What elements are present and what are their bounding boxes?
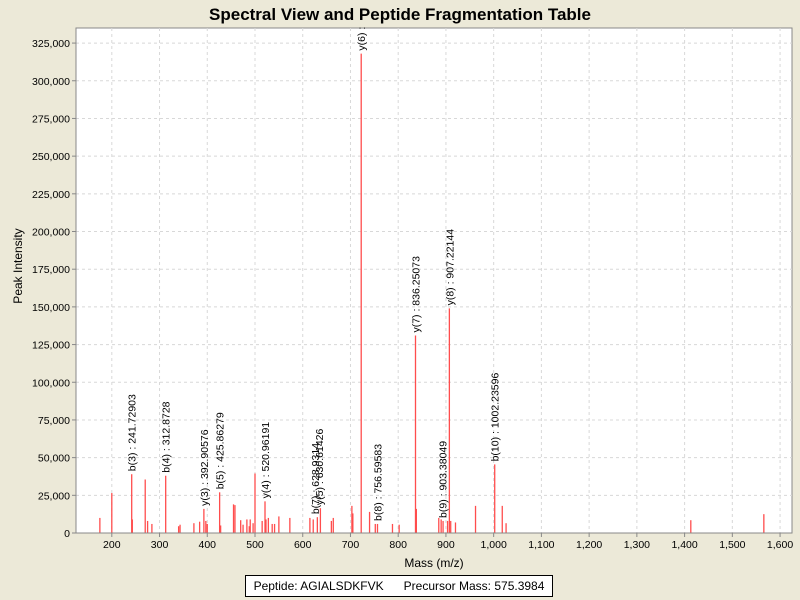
x-tick-label: 1,400	[671, 539, 697, 551]
x-tick-label: 800	[389, 539, 407, 551]
peak-annotation: y(6) :	[356, 27, 368, 51]
legend-precursor-mass: Precursor Mass: 575.3984	[403, 579, 545, 593]
y-tick-label: 225,000	[32, 189, 70, 201]
x-tick-label: 1,500	[719, 539, 745, 551]
y-tick-label: 75,000	[38, 415, 70, 427]
peak-annotation: b(9) : 903.38049	[438, 441, 450, 518]
y-tick-label: 25,000	[38, 490, 70, 502]
peak-annotation: y(5) : 630.61426	[314, 428, 326, 505]
y-tick-label: 200,000	[32, 227, 70, 239]
peak-annotation: b(8) : 756.59583	[372, 444, 384, 521]
chart-title: Spectral View and Peptide Fragmentation …	[209, 5, 591, 24]
x-tick-label: 600	[294, 539, 312, 551]
legend-box: Peptide: AGIALSDKFVK Precursor Mass: 575…	[245, 575, 553, 597]
peak-series	[99, 53, 765, 533]
x-tick-label: 500	[246, 539, 264, 551]
y-axis: 0 25,000 50,000 75,000 100,000 125,000 150,000…	[32, 28, 77, 540]
peak-annotation: b(5) : 425.86279	[215, 412, 227, 489]
y-tick-label: 125,000	[32, 340, 70, 352]
peak-annotation: y(4) : 520.96191	[260, 422, 272, 499]
x-tick-label: 700	[342, 539, 360, 551]
y-tick-label: 275,000	[32, 113, 70, 125]
y-tick-label: 0	[64, 528, 70, 540]
peak-annotation: y(8) : 907.22144	[444, 229, 456, 306]
y-tick-label: 325,000	[32, 38, 70, 50]
peak-annotation: b(10) : 1002.23596	[490, 373, 502, 462]
y-tick-label: 150,000	[32, 302, 70, 314]
plot-area	[75, 27, 793, 534]
y-tick-label: 100,000	[32, 377, 70, 389]
x-tick-label: 1,600	[767, 539, 793, 551]
peak-annotation: b(7) : 628.9314	[310, 443, 322, 514]
y-tick-label: 250,000	[32, 151, 70, 163]
x-axis-label: Mass (m/z)	[404, 556, 463, 570]
peak-annotation: y(7) : 836.25073	[411, 256, 423, 333]
x-axis: 200 300 400 500 600 700 800 900 1,000 1,100 1,200 1…	[76, 532, 793, 551]
x-tick-label: 300	[151, 539, 169, 551]
x-tick-label: 900	[437, 539, 455, 551]
y-tick-label: 50,000	[38, 453, 70, 465]
y-tick-label: 300,000	[32, 76, 70, 88]
grid-lines	[76, 28, 792, 533]
legend-peptide: Peptide: AGIALSDKFVK	[253, 579, 384, 593]
x-tick-label: 1,000	[481, 539, 507, 551]
peak-annotation: b(3) : 241.72903	[127, 394, 139, 471]
x-tick-label: 200	[103, 539, 121, 551]
y-tick-label: 175,000	[32, 264, 70, 276]
x-tick-label: 1,100	[528, 539, 554, 551]
x-tick-label: 1,300	[624, 539, 650, 551]
x-tick-label: 1,200	[576, 539, 602, 551]
peak-annotation: y(3) : 392.90576	[199, 429, 211, 506]
x-tick-label: 400	[199, 539, 217, 551]
peak-annotations: b(3) : 241.72903 b(4) : 312.8728 y(3) : 39…	[127, 27, 502, 521]
y-axis-label: Peak Intensity	[11, 228, 25, 303]
peak-annotation: b(4) : 312.8728	[161, 401, 173, 472]
